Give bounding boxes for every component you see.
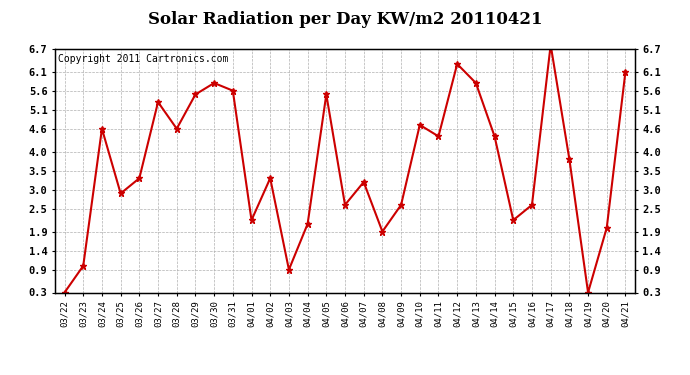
- Text: Solar Radiation per Day KW/m2 20110421: Solar Radiation per Day KW/m2 20110421: [148, 11, 542, 28]
- Text: Copyright 2011 Cartronics.com: Copyright 2011 Cartronics.com: [58, 54, 228, 64]
